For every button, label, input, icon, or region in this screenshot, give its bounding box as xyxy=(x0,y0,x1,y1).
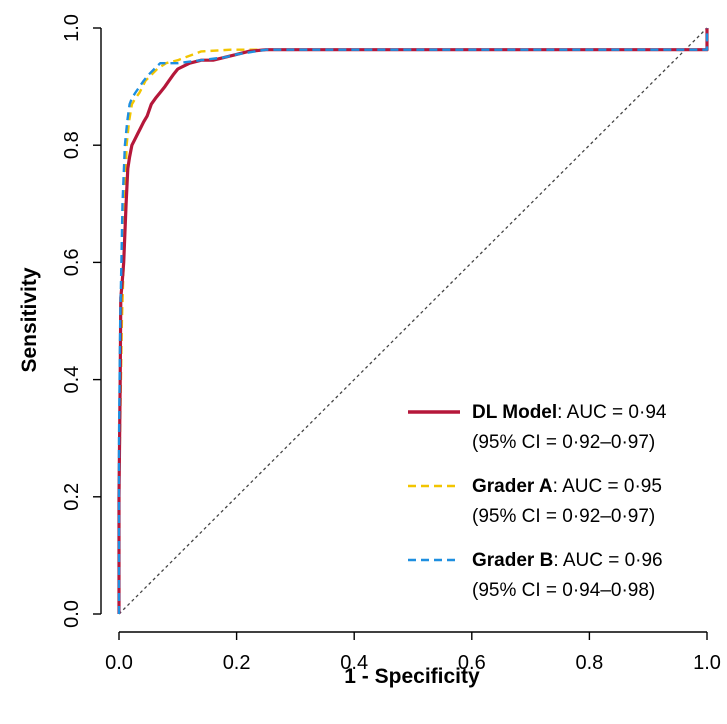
legend-auc-text: : AUC = 0·96 xyxy=(553,550,662,571)
legend-ci-grader-b: (95% CI = 0·94–0·98) xyxy=(472,580,655,601)
y-axis-title: Sensitivity xyxy=(18,267,41,372)
y-tick-label: 1.0 xyxy=(61,14,83,42)
legend-auc-text: : AUC = 0·94 xyxy=(557,402,667,423)
legend-label-grader-a: Grader A: AUC = 0·95 xyxy=(472,476,662,497)
legend-ci-dl-model: (95% CI = 0·92–0·97) xyxy=(472,432,655,453)
x-tick-label: 0.0 xyxy=(105,652,133,674)
x-tick-label: 0.8 xyxy=(575,652,603,674)
legend-label-grader-b: Grader B: AUC = 0·96 xyxy=(472,550,663,571)
legend: DL Model: AUC = 0·94 (95% CI = 0·92–0·97)… xyxy=(408,402,667,601)
axes: 0.0 0.2 0.4 0.6 0.8 1.0 0.0 0.2 0.4 0.6 0.8 1.0 xyxy=(61,14,721,674)
reference-diagonal-line xyxy=(118,27,708,615)
y-tick-label: 0.4 xyxy=(61,366,83,394)
y-tick-label: 0.0 xyxy=(61,600,83,628)
legend-series-name: Grader B xyxy=(472,550,553,571)
legend-ci-grader-a: (95% CI = 0·92–0·97) xyxy=(472,506,655,527)
legend-series-name: Grader A xyxy=(472,476,553,497)
y-tick-label: 0.6 xyxy=(61,248,83,276)
y-tick-label: 0.2 xyxy=(61,483,83,511)
x-tick-label: 1.0 xyxy=(693,652,721,674)
y-tick-label: 0.8 xyxy=(61,131,83,159)
legend-series-name: DL Model xyxy=(472,402,557,423)
x-tick-label: 0.2 xyxy=(223,652,251,674)
x-tick-label: 0.4 xyxy=(340,652,368,674)
x-tick-label: 0.6 xyxy=(458,652,486,674)
x-axis-title: 1 - Specificity xyxy=(344,665,480,688)
roc-curve-grader-b xyxy=(117,28,709,614)
legend-auc-text: : AUC = 0·95 xyxy=(553,476,662,497)
legend-label-dl-model: DL Model: AUC = 0·94 xyxy=(472,402,667,423)
plot-area xyxy=(117,27,709,615)
